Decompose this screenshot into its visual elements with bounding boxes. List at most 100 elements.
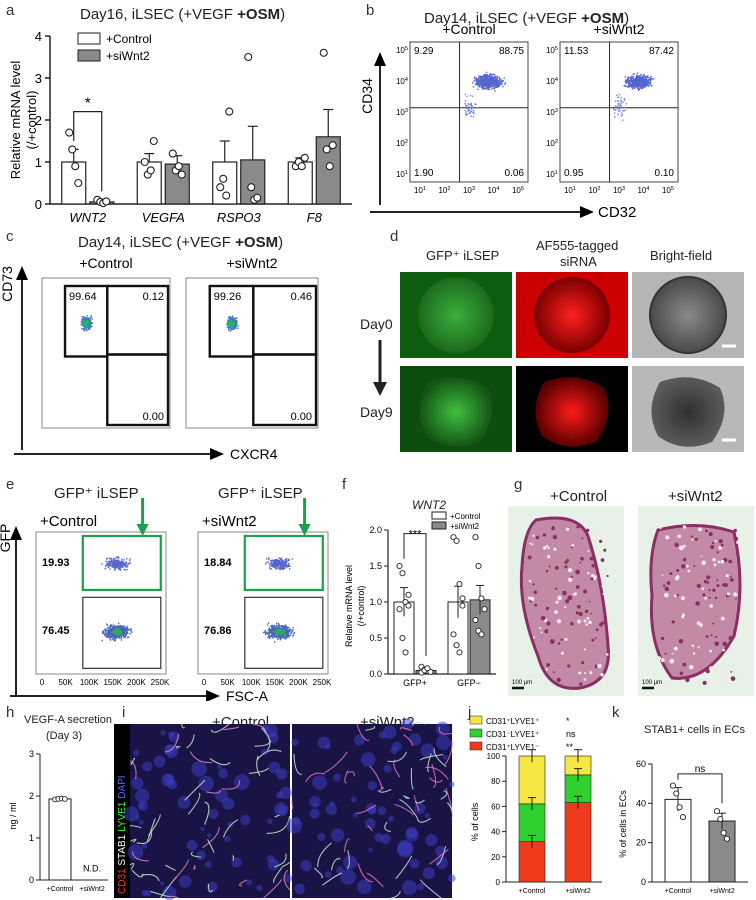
event-dot [625, 80, 628, 82]
event-dot [121, 627, 123, 629]
event-dot [87, 321, 89, 323]
tissue-texture [694, 537, 698, 541]
event-dot [288, 559, 291, 561]
event-dot [113, 634, 116, 636]
event-dot [473, 76, 476, 78]
vessel [399, 727, 412, 732]
event-dot [481, 84, 484, 86]
event-dot [276, 636, 278, 639]
event-dot [274, 561, 276, 563]
vessel [438, 726, 453, 735]
event-dot [126, 630, 128, 632]
event-dot [230, 327, 233, 329]
y-tick-label: 1 [35, 155, 42, 170]
event-dot [283, 637, 285, 639]
event-dot [230, 318, 232, 320]
event-dot [235, 327, 237, 329]
event-dot [228, 326, 231, 329]
vessel [209, 758, 231, 766]
event-dot [479, 77, 482, 79]
event-dot [272, 560, 275, 562]
event-dot [499, 79, 501, 81]
event-dot [471, 106, 474, 109]
nucleus [435, 856, 448, 869]
y-axis-label: ng / ml [8, 802, 18, 829]
event-dot [227, 324, 229, 326]
nucleus [364, 818, 376, 830]
data-point [319, 48, 328, 57]
panel-g: g +Control +siWnt2 100 µm 100 µm [500, 476, 756, 701]
data-point [140, 157, 149, 167]
x-tick-label: 150K [265, 678, 284, 687]
tissue-texture [581, 661, 585, 665]
event-dot [280, 565, 282, 567]
event-dot [123, 568, 126, 571]
event-dot [110, 629, 113, 631]
vessel [419, 879, 442, 899]
tissue-texture [712, 558, 716, 562]
event-dot [498, 83, 501, 85]
event-dot [270, 564, 273, 567]
event-dot [126, 636, 129, 639]
significance-bracket [403, 533, 427, 656]
event-dot [466, 113, 468, 115]
tissue-texture [725, 574, 729, 578]
event-dot [276, 626, 278, 629]
event-dot [269, 637, 271, 640]
event-dot [235, 317, 237, 320]
event-dot [274, 563, 277, 566]
event-dot [491, 76, 493, 79]
event-dot [229, 323, 231, 326]
event-dot [277, 560, 279, 562]
plot-frame [185, 277, 319, 429]
event-dot [273, 636, 275, 638]
event-dot [487, 85, 489, 88]
vessel [343, 838, 350, 852]
event-dot [227, 317, 230, 319]
event-dot [487, 81, 490, 84]
event-dot [126, 628, 128, 630]
gate-lower-value: 76.86 [204, 625, 232, 637]
event-dot [477, 77, 480, 79]
event-dot [488, 88, 491, 91]
event-dot [128, 562, 131, 564]
event-dot [483, 77, 485, 80]
event-dot [285, 558, 288, 560]
event-dot [89, 325, 92, 327]
event-dot [619, 106, 621, 109]
event-dot [273, 564, 276, 567]
event-dot [490, 84, 492, 86]
event-dot [113, 568, 116, 570]
data-point [74, 178, 83, 188]
panel-title: Day16, iLSEC (+VEGF +OSM) [80, 6, 286, 23]
data-point [102, 197, 111, 206]
data-point [669, 782, 677, 789]
event-dot [118, 631, 121, 634]
significance-bracket [677, 773, 723, 804]
event-dot [265, 561, 268, 564]
event-dot [650, 79, 652, 81]
significance-marker: ns [695, 764, 706, 775]
event-dot [481, 79, 484, 81]
event-dot [279, 630, 281, 632]
event-dot [116, 559, 118, 562]
event-dot [476, 80, 479, 82]
event-dot [631, 81, 633, 83]
tissue-texture [591, 564, 595, 568]
legend-label: CD31⁺LYVE1⁺ [486, 717, 539, 726]
vessel [146, 818, 156, 843]
tissue-texture [589, 556, 594, 561]
event-dot [466, 95, 468, 97]
event-dot [233, 320, 235, 323]
event-dot [128, 636, 130, 638]
legend-label-siwnt2: +siWnt2 [450, 522, 480, 531]
event-dot [290, 632, 292, 635]
tissue-texture [604, 674, 609, 679]
event-dot [107, 636, 109, 638]
event-dot [492, 82, 494, 85]
event-dot [629, 76, 632, 79]
event-dot [227, 329, 230, 331]
event-dot [276, 632, 278, 634]
event-dot [107, 633, 109, 635]
tissue-texture [532, 583, 535, 586]
